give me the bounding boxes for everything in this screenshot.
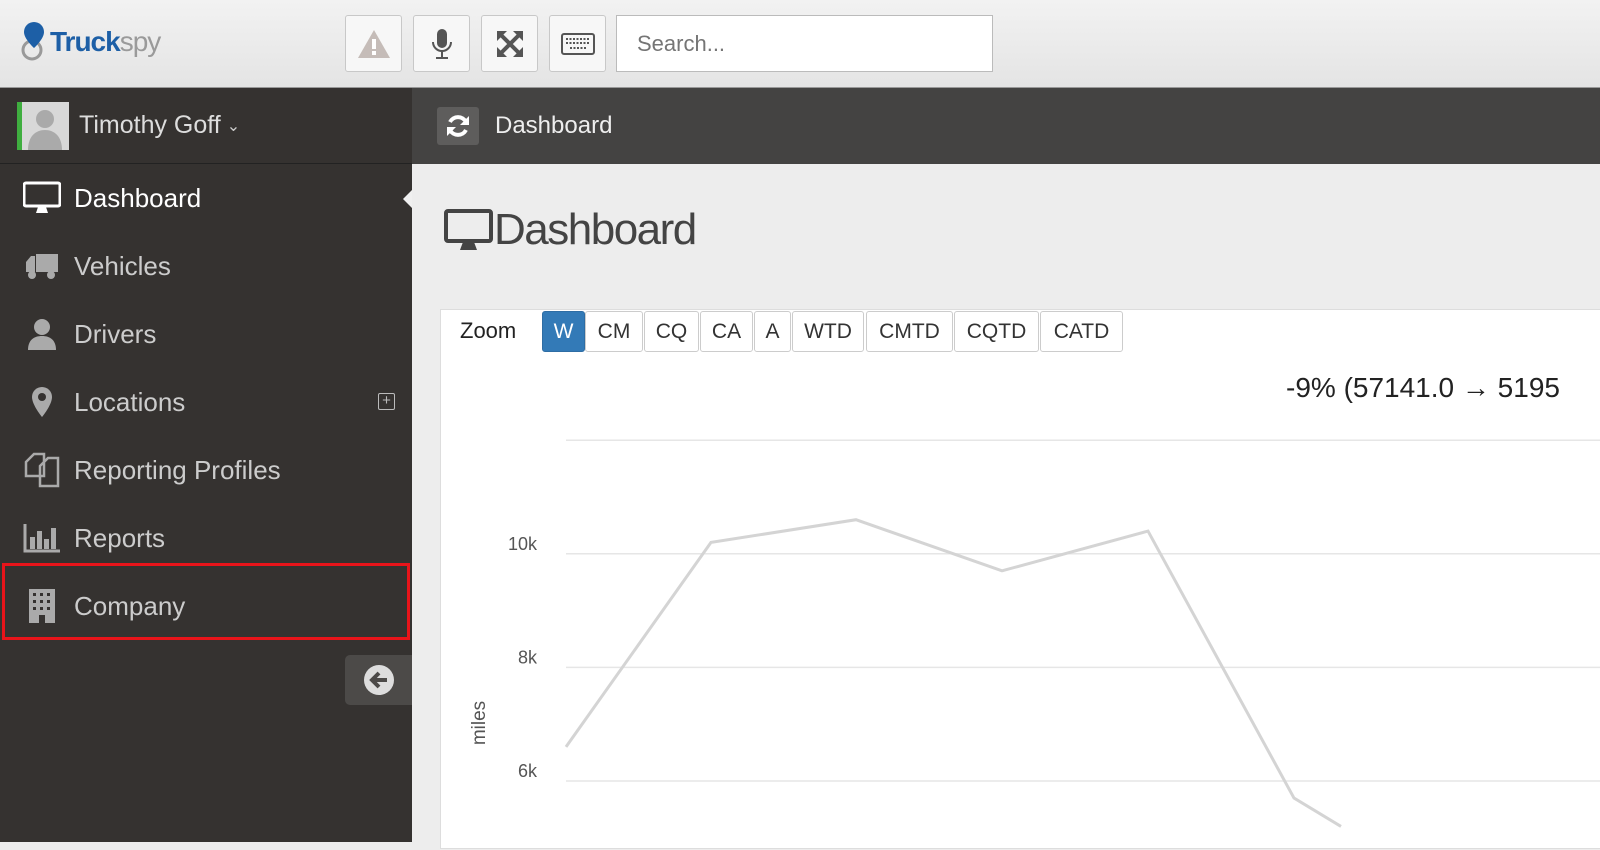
microphone-icon (431, 28, 452, 59)
breadcrumb: Dashboard (412, 88, 1600, 164)
zoom-catd-button[interactable]: CATD (1040, 311, 1123, 352)
top-bar: Truck spy (0, 0, 1600, 88)
user-silhouette-icon (28, 109, 62, 150)
chevron-down-icon: ⌄ (226, 117, 241, 135)
user-menu[interactable]: Timothy Goff ⌄ (0, 88, 412, 164)
fullscreen-icon (496, 30, 523, 57)
user-icon (22, 316, 62, 352)
mileage-chart: 6k 8k 10k miles (469, 439, 1600, 828)
y-axis-label: miles (469, 701, 490, 745)
keyboard-button[interactable] (549, 15, 606, 72)
warning-icon (357, 29, 390, 58)
bar-chart-icon (22, 520, 62, 556)
series-line (564, 518, 1342, 828)
monitor-icon (444, 209, 493, 250)
mileage-chart-panel: Zoom W CM CQ CA A WTD CMTD CQTD CATD -9% (57141.… (440, 309, 1600, 849)
zoom-label: Zoom (460, 318, 517, 343)
sidebar-item-reports[interactable]: Reports (0, 504, 412, 572)
collapse-sidebar-button[interactable] (345, 655, 412, 705)
sidebar-item-company[interactable]: Company (0, 572, 412, 640)
building-icon (22, 588, 62, 624)
sidebar-item-reporting-profiles[interactable]: Reporting Profiles (0, 436, 412, 504)
map-marker-icon (22, 384, 62, 420)
zoom-cmtd-button[interactable]: CMTD (866, 311, 953, 352)
trucksy-logo[interactable]: Truck spy (20, 20, 161, 64)
y-tick-label: 6k (518, 761, 538, 781)
keyboard-icon (560, 32, 595, 55)
change-summary: -9% (57141.0 → 5195 (1286, 372, 1560, 403)
voice-button[interactable] (413, 15, 470, 72)
zoom-cm-button[interactable]: CM (585, 311, 643, 352)
arrow-left-circle-icon (363, 665, 394, 695)
avatar (17, 101, 69, 150)
y-tick-label: 8k (518, 647, 538, 667)
sidebar-item-locations[interactable]: Locations + (0, 368, 412, 436)
add-location-icon[interactable]: + (378, 393, 395, 410)
zoom-wtd-button[interactable]: WTD (792, 311, 864, 352)
fullscreen-button[interactable] (481, 15, 538, 72)
sidebar-item-drivers[interactable]: Drivers (0, 300, 412, 368)
zoom-ca-button[interactable]: CA (700, 311, 753, 352)
zoom-a-button[interactable]: A (754, 311, 791, 352)
logo-pin-icon (21, 22, 44, 61)
zoom-cqtd-button[interactable]: CQTD (954, 311, 1039, 352)
copy-icon (22, 452, 62, 488)
monitor-icon (22, 180, 62, 216)
refresh-icon (447, 115, 469, 137)
page-title: Dashboard (444, 205, 697, 255)
sidebar-item-vehicles[interactable]: Vehicles (0, 232, 412, 300)
refresh-button[interactable] (437, 107, 479, 145)
company-highlight-box (2, 563, 410, 640)
search-input[interactable] (616, 15, 993, 72)
zoom-cq-button[interactable]: CQ (644, 311, 699, 352)
sidebar-item-dashboard[interactable]: Dashboard (0, 164, 412, 232)
zoom-w-button[interactable]: W (542, 311, 585, 352)
truck-icon (22, 248, 62, 284)
alert-button[interactable] (345, 15, 402, 72)
y-tick-label: 10k (508, 534, 538, 554)
sidebar: Timothy Goff ⌄ Dashboard Vehicles Driver… (0, 88, 412, 842)
